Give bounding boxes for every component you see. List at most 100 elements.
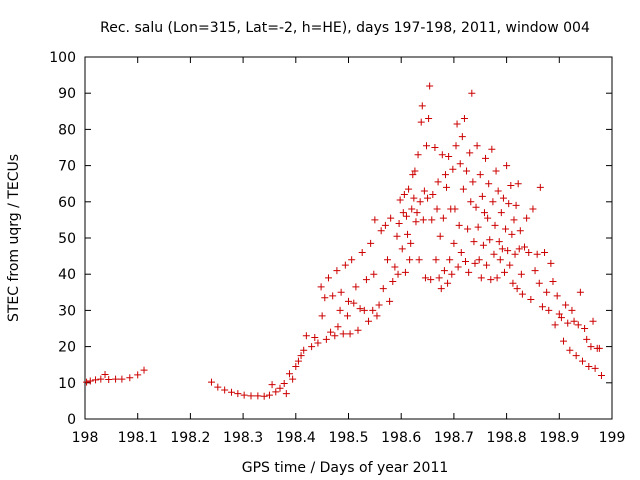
data-point (464, 225, 472, 233)
data-point (480, 209, 488, 217)
data-point (297, 352, 305, 360)
y-tick-label: 30 (58, 303, 76, 319)
data-point (105, 376, 113, 384)
data-point (377, 227, 385, 235)
data-point (327, 328, 335, 336)
y-tick-label: 80 (58, 122, 76, 138)
data-point (405, 185, 413, 193)
data-point (441, 171, 449, 179)
data-point (425, 115, 433, 123)
x-tick-label: 198.8 (487, 430, 527, 446)
data-point (362, 276, 370, 284)
y-axis: 0 10 20 30 40 50 60 70 80 90 100 (49, 50, 612, 428)
data-point (525, 248, 533, 256)
data-point (140, 366, 148, 374)
data-point (207, 378, 215, 386)
data-point (240, 391, 248, 399)
data-point (333, 267, 341, 275)
data-point (396, 196, 404, 204)
data-point (434, 178, 442, 186)
data-point (483, 261, 491, 269)
data-point (260, 392, 268, 400)
data-point (510, 216, 518, 224)
data-point (254, 392, 262, 400)
data-point (300, 346, 308, 354)
data-point (471, 259, 479, 267)
data-point (454, 263, 462, 271)
data-point (553, 292, 561, 300)
data-point (485, 180, 493, 188)
data-point (568, 306, 576, 314)
y-tick-label: 10 (58, 376, 76, 392)
data-point (576, 288, 584, 296)
data-point (492, 167, 500, 175)
data-point (409, 171, 417, 179)
data-point (272, 388, 280, 396)
data-point (564, 319, 572, 327)
data-point (391, 263, 399, 271)
data-point (426, 82, 434, 90)
data-point (294, 357, 302, 365)
data-point (373, 312, 381, 320)
data-point (509, 279, 517, 287)
y-axis-title: STEC from uqrg / TECUs (6, 154, 22, 322)
data-point (460, 115, 468, 123)
x-tick-label: 198.2 (170, 430, 210, 446)
data-point (417, 118, 425, 126)
data-point (472, 203, 480, 211)
data-point (467, 198, 475, 206)
data-point (369, 306, 377, 314)
data-point (545, 306, 553, 314)
data-point (493, 274, 501, 282)
data-point (419, 216, 427, 224)
data-point (581, 325, 589, 332)
data-point (466, 149, 474, 157)
y-tick-label: 20 (58, 340, 76, 356)
data-point (383, 256, 391, 264)
data-point (422, 142, 430, 150)
data-point (352, 283, 360, 291)
data-point (476, 171, 484, 179)
data-point (234, 390, 242, 398)
data-point (321, 294, 329, 302)
data-point (358, 248, 366, 256)
data-point (474, 223, 482, 231)
data-point (583, 335, 591, 343)
data-point (308, 343, 316, 351)
data-point (595, 344, 603, 352)
data-point (393, 232, 401, 240)
data-point (101, 370, 109, 378)
data-point (292, 363, 300, 371)
data-point (345, 297, 352, 305)
data-point (92, 376, 100, 384)
data-point (126, 374, 134, 382)
x-tick-label: 198.1 (118, 430, 158, 446)
data-point (433, 205, 441, 213)
data-point (456, 160, 464, 168)
data-point (555, 310, 563, 318)
data-point (329, 292, 337, 300)
y-tick-label: 40 (58, 267, 76, 283)
data-point (517, 270, 525, 278)
data-point (591, 364, 599, 372)
data-point (360, 306, 368, 314)
data-point (506, 261, 514, 269)
x-tick-label: 198.5 (328, 430, 368, 446)
data-point (535, 279, 543, 287)
data-point (489, 198, 497, 206)
data-point (523, 214, 531, 222)
x-tick-label: 198.4 (276, 430, 316, 446)
data-point (428, 216, 436, 224)
data-point (429, 191, 437, 199)
data-point (478, 192, 486, 200)
data-point (318, 312, 326, 320)
data-point (450, 239, 458, 247)
x-tick-label: 198.9 (539, 430, 579, 446)
data-points (83, 82, 605, 400)
data-point (402, 212, 410, 220)
data-point (551, 321, 559, 329)
data-point (424, 194, 432, 202)
data-point (389, 277, 397, 285)
data-point (302, 332, 310, 340)
